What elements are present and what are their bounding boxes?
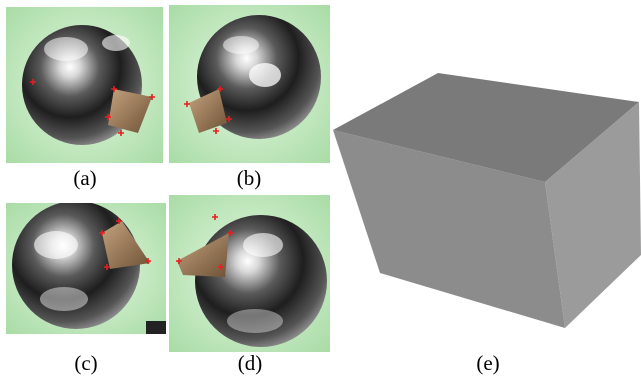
rendered-box: [333, 70, 641, 328]
chrome-sphere: [195, 215, 327, 347]
caption-c: (c): [74, 351, 98, 375]
box-side-face: [545, 102, 641, 328]
caption-e: (e): [476, 351, 500, 375]
reflected-box-face: [177, 233, 229, 277]
reflected-box-face: [108, 89, 152, 133]
caption-b: (b): [236, 166, 262, 190]
caption-d: (d): [237, 351, 263, 375]
sphere-photo-b: [169, 5, 330, 163]
reflected-box-face: [189, 89, 227, 133]
sphere-photo-a: [6, 7, 163, 163]
marker-crosses: [30, 79, 155, 136]
caption-a: (a): [73, 166, 97, 190]
marker-crosses: [176, 214, 233, 270]
marker-crosses: [184, 86, 232, 134]
reflected-box-face: [102, 221, 150, 269]
sphere-photo-d: [169, 195, 330, 352]
sphere-photo-c: [6, 203, 166, 334]
box-top-face: [333, 73, 639, 182]
box-front-face: [333, 130, 565, 328]
marker-crosses: [99, 218, 151, 270]
